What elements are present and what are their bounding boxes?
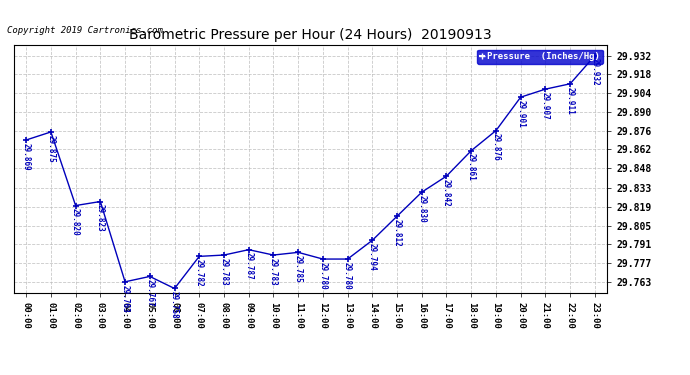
Text: 29.782: 29.782 — [195, 259, 204, 287]
Text: 29.861: 29.861 — [466, 153, 475, 181]
Text: 29.907: 29.907 — [541, 92, 550, 120]
Text: 29.875: 29.875 — [46, 135, 55, 162]
Text: 29.787: 29.787 — [244, 252, 253, 280]
Text: 29.785: 29.785 — [294, 255, 303, 283]
Text: 29.794: 29.794 — [368, 243, 377, 271]
Text: 29.767: 29.767 — [146, 279, 155, 307]
Text: 29.830: 29.830 — [417, 195, 426, 223]
Text: 29.901: 29.901 — [516, 100, 525, 128]
Text: 29.869: 29.869 — [21, 143, 30, 171]
Text: 29.783: 29.783 — [269, 258, 278, 286]
Text: 29.783: 29.783 — [219, 258, 228, 286]
Text: 29.823: 29.823 — [96, 204, 105, 232]
Text: 29.932: 29.932 — [591, 58, 600, 86]
Text: 29.842: 29.842 — [442, 179, 451, 207]
Title: Barometric Pressure per Hour (24 Hours)  20190913: Barometric Pressure per Hour (24 Hours) … — [129, 28, 492, 42]
Text: 29.763: 29.763 — [121, 285, 130, 312]
Text: 29.876: 29.876 — [491, 134, 500, 161]
Text: 29.911: 29.911 — [566, 87, 575, 114]
Text: Copyright 2019 Cartronics.com: Copyright 2019 Cartronics.com — [7, 26, 163, 35]
Text: 29.820: 29.820 — [71, 209, 80, 236]
Text: 29.780: 29.780 — [318, 262, 327, 290]
Text: 29.812: 29.812 — [393, 219, 402, 247]
Text: 29.758: 29.758 — [170, 291, 179, 319]
Text: 29.780: 29.780 — [343, 262, 352, 290]
Legend: Pressure  (Inches/Hg): Pressure (Inches/Hg) — [477, 50, 602, 64]
